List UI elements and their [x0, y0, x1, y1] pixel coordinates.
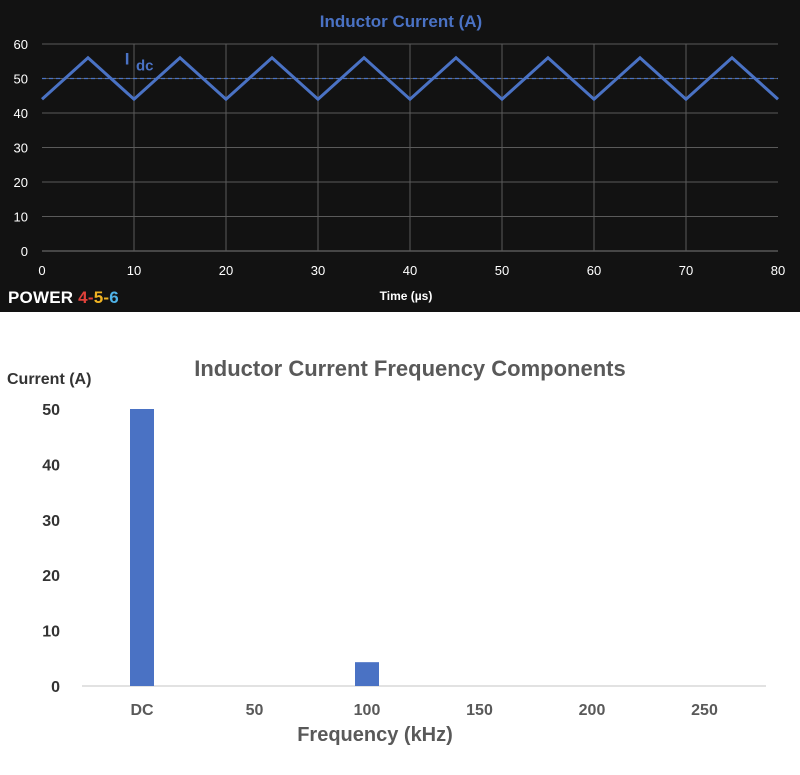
x-tick-label: 250 — [691, 702, 718, 719]
frequency-components-chart: Inductor Current Frequency Components Cu… — [7, 356, 766, 746]
tick-labels: DC 50 100 150 200 250 0 10 20 30 40 50 — [42, 402, 718, 719]
y-tick-label: 30 — [42, 513, 60, 530]
y-tick-label: 0 — [51, 679, 60, 696]
y-tick-label: 50 — [14, 72, 28, 87]
x-tick-label: 200 — [579, 702, 606, 719]
inductor-current-chart: 0 10 20 30 40 50 60 0 10 20 30 40 50 60 70 80 Inductor … — [14, 12, 786, 303]
x-tick-label: 50 — [246, 702, 264, 719]
x-axis-label: Frequency (kHz) — [297, 724, 453, 746]
idc-annotation-main: I — [125, 50, 130, 69]
y-tick-label: 30 — [14, 141, 28, 156]
inductor-current-series — [40, 55, 780, 102]
y-axis-label: Current (A) — [7, 371, 91, 388]
x-axis-label: Time (µs) — [380, 289, 433, 303]
x-tick-label: 40 — [403, 263, 417, 278]
logo-number-5: 5 — [93, 288, 104, 307]
x-tick-label: 80 — [771, 263, 785, 278]
y-tick-label: 10 — [14, 210, 28, 225]
y-tick-label: 20 — [14, 175, 28, 190]
x-tick-label: 100 — [354, 702, 381, 719]
bar-dc — [130, 409, 154, 686]
x-tick-label: 70 — [679, 263, 693, 278]
x-tick-label: DC — [130, 702, 154, 719]
time-domain-panel — [0, 0, 800, 312]
y-tick-label: 40 — [42, 457, 60, 474]
x-tick-label: 20 — [219, 263, 233, 278]
logo-word: POWER — [8, 288, 74, 307]
x-tick-label: 0 — [38, 263, 45, 278]
power-456-logo: POWER 4-5-6 — [8, 288, 119, 308]
gridlines — [42, 43, 778, 251]
y-tick-label: 20 — [42, 568, 60, 585]
y-tick-label: 60 — [14, 37, 28, 52]
x-tick-label: 30 — [311, 263, 325, 278]
x-tick-label: 50 — [495, 263, 509, 278]
y-tick-label: 0 — [21, 244, 28, 259]
bars-group — [130, 409, 379, 686]
bar-100 — [355, 662, 379, 686]
logo-dash-2: - — [103, 288, 110, 307]
series-group — [40, 55, 780, 102]
idc-annotation: I dc — [125, 50, 154, 75]
x-tick-label: 10 — [127, 263, 141, 278]
y-tick-label: 50 — [42, 402, 60, 419]
idc-annotation-subscript: dc — [136, 58, 154, 75]
chart-title: Inductor Current (A) — [320, 12, 482, 31]
chart-title: Inductor Current Frequency Components — [194, 356, 625, 381]
y-tick-label: 40 — [14, 106, 28, 121]
x-tick-label: 60 — [587, 263, 601, 278]
logo-dash-1: - — [87, 288, 94, 307]
logo-number-4: 4 — [78, 288, 88, 307]
y-tick-label: 10 — [42, 624, 60, 641]
logo-number-6: 6 — [109, 288, 119, 307]
x-tick-label: 150 — [466, 702, 493, 719]
tick-labels: 0 10 20 30 40 50 60 0 10 20 30 40 50 60 70 80 — [14, 37, 786, 278]
